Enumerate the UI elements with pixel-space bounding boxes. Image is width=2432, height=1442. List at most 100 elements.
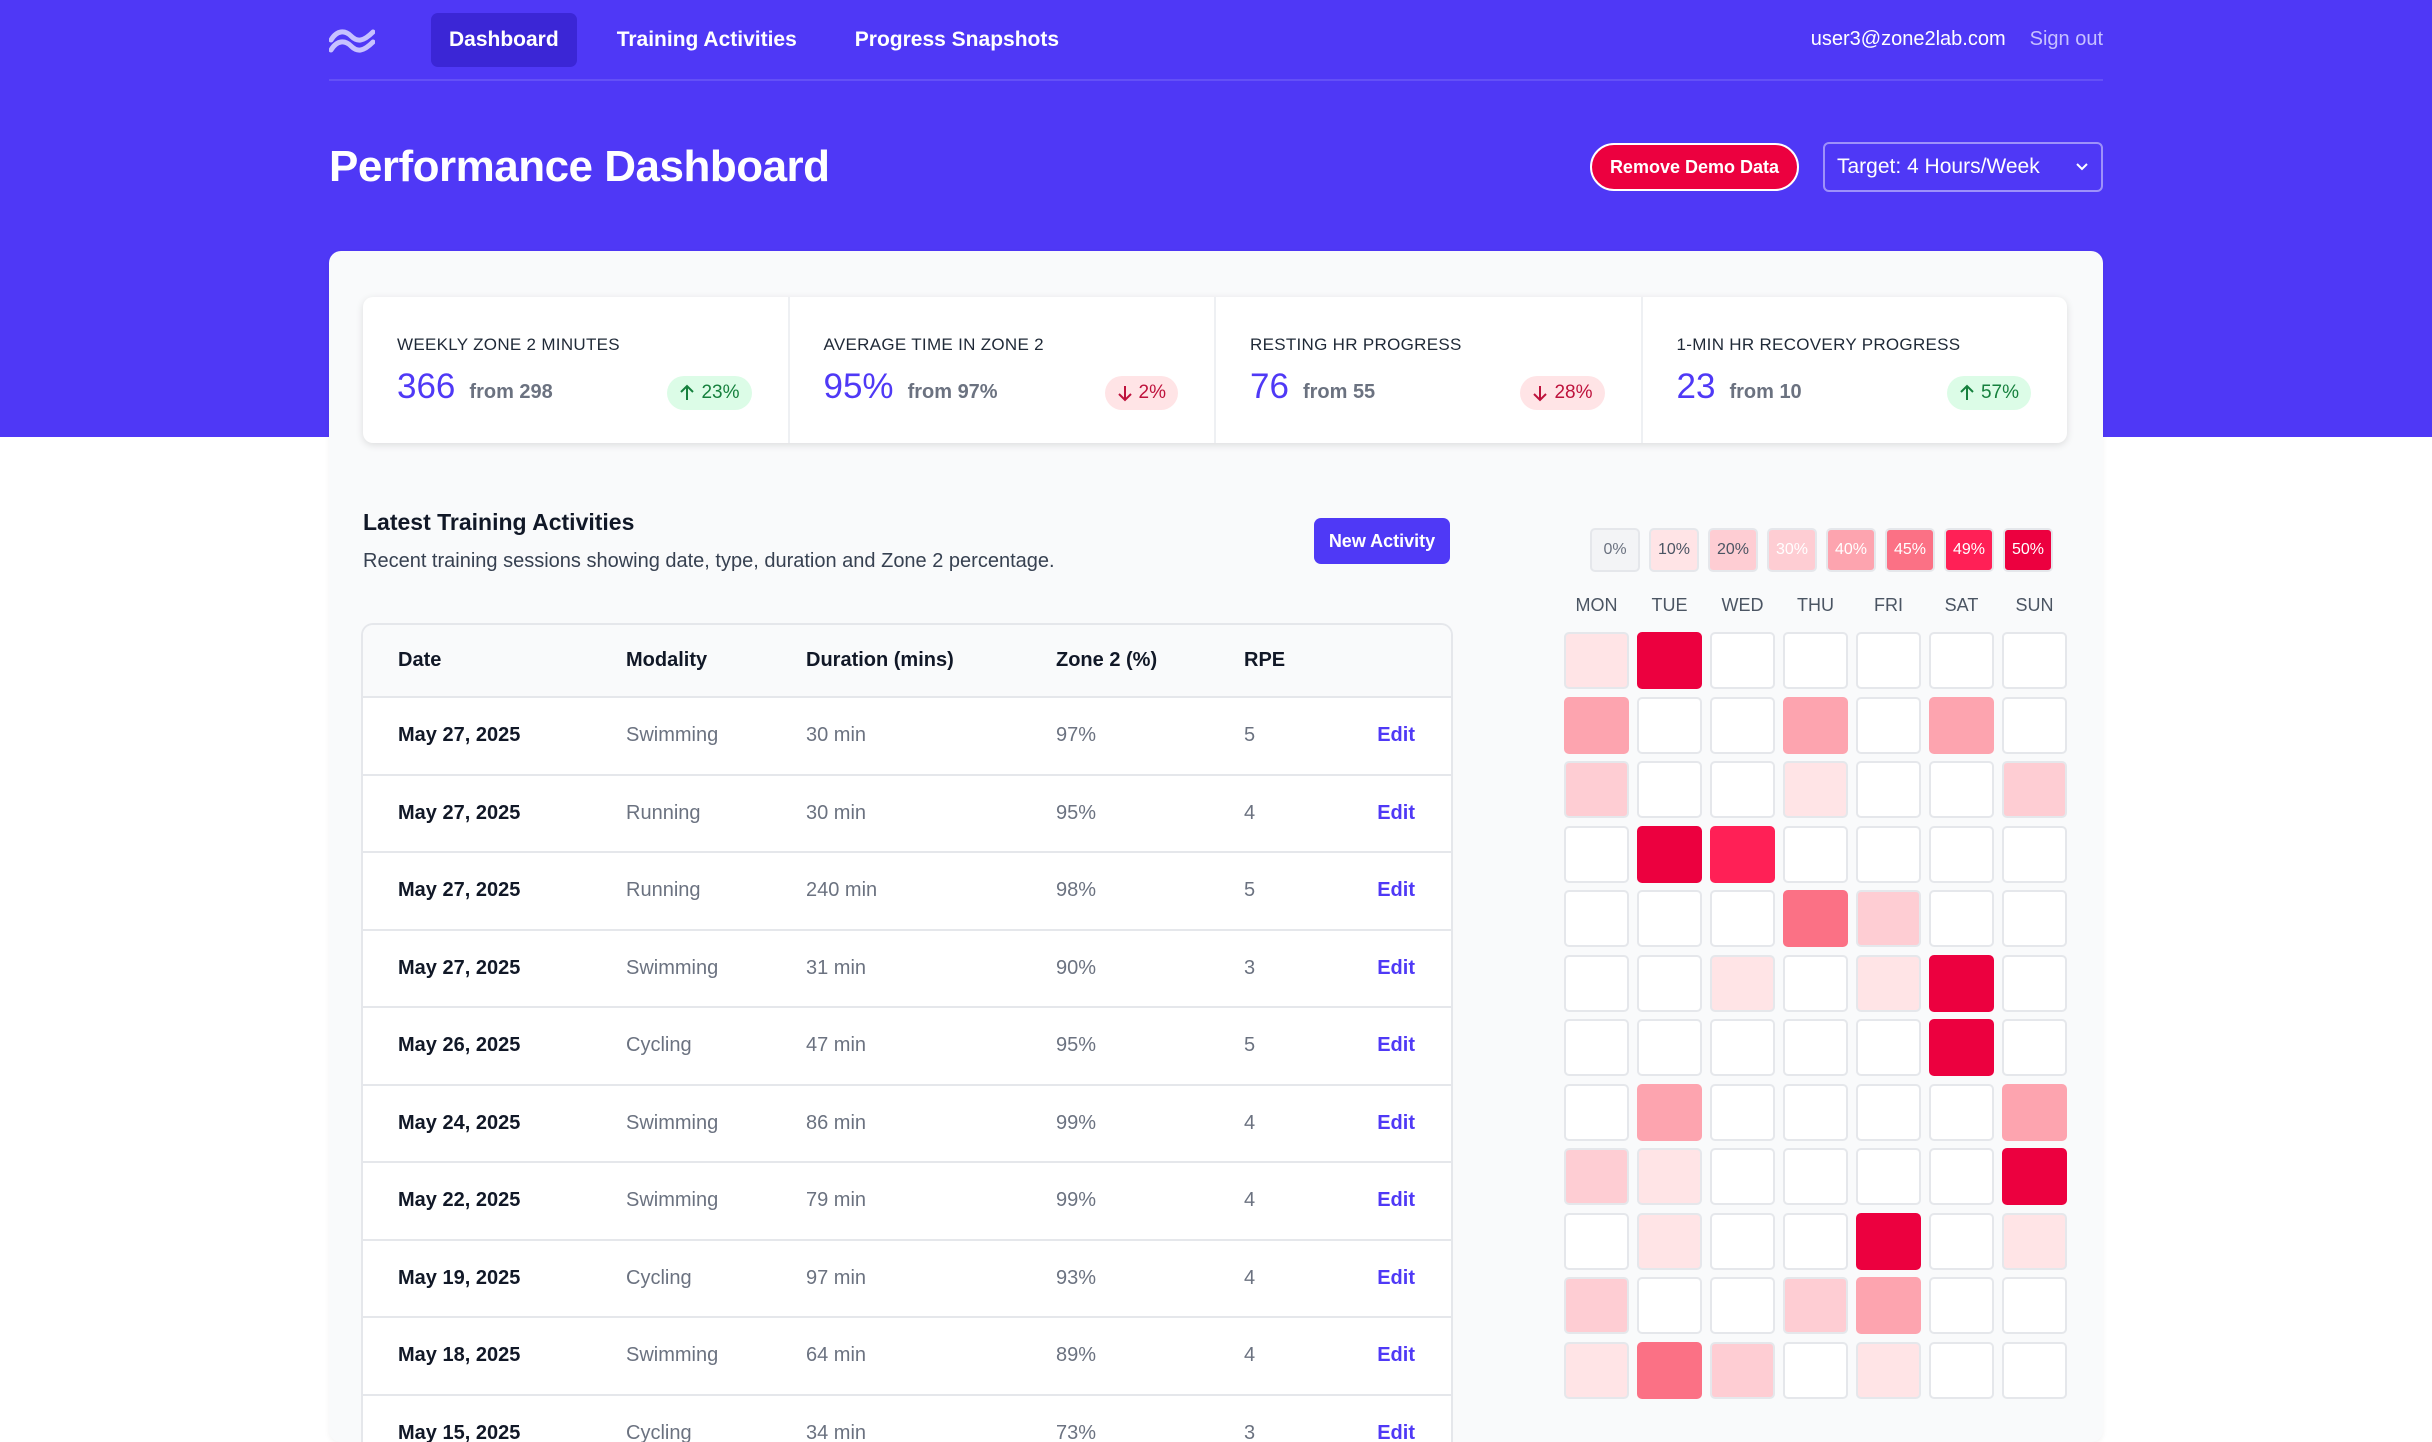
logo-icon[interactable] <box>329 24 377 56</box>
heatmap-cell[interactable] <box>2002 1277 2067 1334</box>
edit-link[interactable]: Edit <box>1344 1317 1451 1396</box>
heatmap-cell[interactable] <box>1710 825 1775 883</box>
heatmap-cell[interactable] <box>1710 954 1775 1012</box>
heatmap-cell[interactable] <box>1783 890 1848 947</box>
heatmap-cell[interactable] <box>1637 1341 1702 1399</box>
heatmap-cell[interactable] <box>1637 696 1702 754</box>
heatmap-cell[interactable] <box>2002 1019 2067 1076</box>
heatmap-cell[interactable] <box>1856 1277 1921 1334</box>
heatmap-cell[interactable] <box>1637 1019 1702 1076</box>
heatmap-cell[interactable] <box>1929 1277 1994 1334</box>
heatmap-cell[interactable] <box>1710 1083 1775 1141</box>
heatmap-cell[interactable] <box>1564 825 1629 883</box>
heatmap-cell[interactable] <box>1856 825 1921 883</box>
heatmap-cell[interactable] <box>1564 696 1629 754</box>
heatmap-cell[interactable] <box>1929 1148 1994 1205</box>
new-activity-button[interactable]: New Activity <box>1314 518 1450 564</box>
heatmap-cell[interactable] <box>1856 632 1921 689</box>
edit-link[interactable]: Edit <box>1344 929 1451 1008</box>
heatmap-cell[interactable] <box>1783 761 1848 818</box>
heatmap-cell[interactable] <box>2002 1148 2067 1205</box>
heatmap-cell[interactable] <box>1856 1019 1921 1076</box>
heatmap-cell[interactable] <box>1929 1341 1994 1399</box>
heatmap-cell[interactable] <box>1783 1148 1848 1205</box>
heatmap-cell[interactable] <box>1856 1341 1921 1399</box>
heatmap-cell[interactable] <box>1710 1277 1775 1334</box>
column-header-duration[interactable]: Duration (mins) <box>806 625 1056 698</box>
heatmap-cell[interactable] <box>1564 890 1629 947</box>
heatmap-cell[interactable] <box>1929 696 1994 754</box>
heatmap-cell[interactable] <box>1564 1277 1629 1334</box>
column-header-rpe[interactable]: RPE <box>1244 625 1344 698</box>
heatmap-cell[interactable] <box>1856 1083 1921 1141</box>
heatmap-cell[interactable] <box>1856 1148 1921 1205</box>
edit-link[interactable]: Edit <box>1344 1084 1451 1163</box>
heatmap-cell[interactable] <box>1856 890 1921 947</box>
heatmap-cell[interactable] <box>1637 761 1702 818</box>
heatmap-cell[interactable] <box>1637 1083 1702 1141</box>
heatmap-cell[interactable] <box>1710 890 1775 947</box>
heatmap-cell[interactable] <box>1564 632 1629 689</box>
heatmap-cell[interactable] <box>1637 890 1702 947</box>
heatmap-cell[interactable] <box>1710 1341 1775 1399</box>
heatmap-cell[interactable] <box>1710 1212 1775 1270</box>
heatmap-cell[interactable] <box>1929 632 1994 689</box>
heatmap-cell[interactable] <box>1783 1083 1848 1141</box>
column-header-zone2[interactable]: Zone 2 (%) <box>1056 625 1244 698</box>
heatmap-cell[interactable] <box>1564 1212 1629 1270</box>
heatmap-cell[interactable] <box>1637 1148 1702 1205</box>
heatmap-cell[interactable] <box>1929 1212 1994 1270</box>
heatmap-cell[interactable] <box>1929 1019 1994 1076</box>
heatmap-cell[interactable] <box>1637 632 1702 689</box>
heatmap-cell[interactable] <box>1783 632 1848 689</box>
heatmap-cell[interactable] <box>1856 761 1921 818</box>
edit-link[interactable]: Edit <box>1344 774 1451 853</box>
heatmap-cell[interactable] <box>1637 1277 1702 1334</box>
edit-link[interactable]: Edit <box>1344 1007 1451 1086</box>
heatmap-cell[interactable] <box>1929 761 1994 818</box>
heatmap-cell[interactable] <box>1564 954 1629 1012</box>
heatmap-cell[interactable] <box>2002 1212 2067 1270</box>
heatmap-cell[interactable] <box>2002 1341 2067 1399</box>
heatmap-cell[interactable] <box>1856 1212 1921 1270</box>
heatmap-cell[interactable] <box>1564 1019 1629 1076</box>
heatmap-cell[interactable] <box>1710 761 1775 818</box>
heatmap-cell[interactable] <box>1564 1341 1629 1399</box>
nav-progress-snapshots[interactable]: Progress Snapshots <box>854 27 1060 51</box>
heatmap-cell[interactable] <box>2002 696 2067 754</box>
heatmap-cell[interactable] <box>2002 890 2067 947</box>
heatmap-cell[interactable] <box>1564 1083 1629 1141</box>
heatmap-cell[interactable] <box>1564 1148 1629 1205</box>
heatmap-cell[interactable] <box>1929 1083 1994 1141</box>
heatmap-cell[interactable] <box>1929 825 1994 883</box>
heatmap-cell[interactable] <box>1637 1212 1702 1270</box>
column-header-modality[interactable]: Modality <box>626 625 806 698</box>
heatmap-cell[interactable] <box>1929 954 1994 1012</box>
heatmap-cell[interactable] <box>1710 696 1775 754</box>
edit-link[interactable]: Edit <box>1344 1239 1451 1318</box>
heatmap-cell[interactable] <box>1637 954 1702 1012</box>
column-header-date[interactable]: Date <box>363 625 626 698</box>
heatmap-cell[interactable] <box>2002 954 2067 1012</box>
heatmap-cell[interactable] <box>1783 696 1848 754</box>
heatmap-cell[interactable] <box>2002 632 2067 689</box>
heatmap-cell[interactable] <box>1783 1019 1848 1076</box>
heatmap-cell[interactable] <box>1783 825 1848 883</box>
heatmap-cell[interactable] <box>2002 1083 2067 1141</box>
heatmap-cell[interactable] <box>1856 954 1921 1012</box>
target-select[interactable]: Target: 4 Hours/Week <box>1823 142 2103 192</box>
heatmap-cell[interactable] <box>1783 1212 1848 1270</box>
heatmap-cell[interactable] <box>1856 696 1921 754</box>
heatmap-cell[interactable] <box>1929 890 1994 947</box>
nav-dashboard[interactable]: Dashboard <box>431 12 577 67</box>
heatmap-cell[interactable] <box>1710 1148 1775 1205</box>
edit-link[interactable]: Edit <box>1344 852 1451 931</box>
edit-link[interactable]: Edit <box>1344 1162 1451 1241</box>
heatmap-cell[interactable] <box>1564 761 1629 818</box>
heatmap-cell[interactable] <box>1783 1341 1848 1399</box>
heatmap-cell[interactable] <box>1783 1277 1848 1334</box>
edit-link[interactable]: Edit <box>1344 697 1451 776</box>
heatmap-cell[interactable] <box>1710 632 1775 689</box>
remove-demo-data-button[interactable]: Remove Demo Data <box>1589 143 1799 191</box>
heatmap-cell[interactable] <box>1783 954 1848 1012</box>
